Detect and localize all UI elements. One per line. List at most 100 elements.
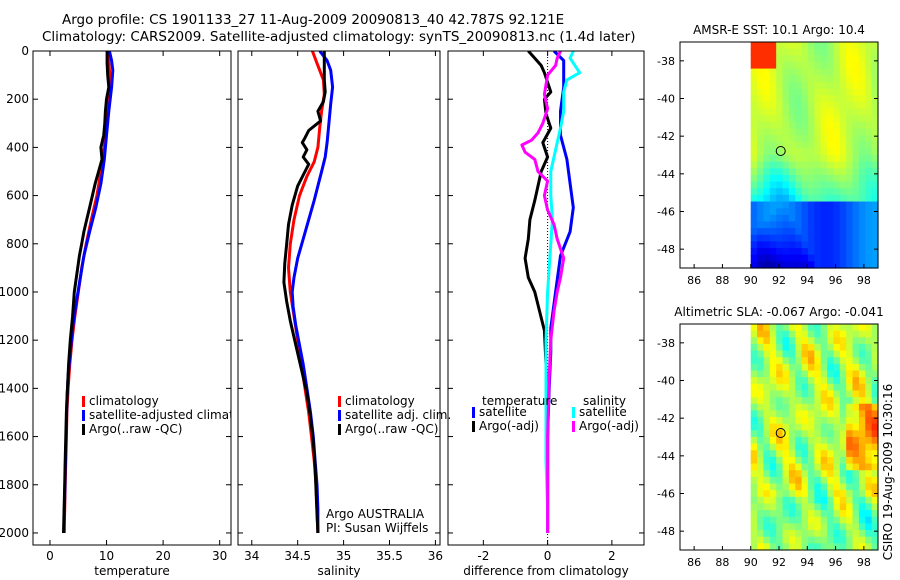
sla_map-cell	[807, 343, 815, 352]
sla_map-cell	[776, 490, 784, 498]
sla_map-cell	[839, 390, 847, 398]
temperature-line-climatology	[62, 51, 112, 534]
sst_map-cell	[871, 248, 879, 256]
sst_map-cell	[769, 75, 777, 83]
sla_map-cell	[814, 370, 822, 378]
sst_map-cell	[839, 148, 847, 156]
sst_map-cell	[763, 234, 771, 243]
sst_map-cell	[871, 55, 879, 63]
sla_map-cell	[776, 443, 784, 451]
difference-line-salinity-argo-adj-	[520, 51, 566, 533]
sla_map-cell	[757, 483, 765, 491]
sla_map-cell	[801, 456, 809, 465]
sla_map-cell	[757, 490, 765, 498]
sst_map-cell	[852, 128, 860, 136]
sst_map-cell	[782, 168, 790, 176]
sla_map-cell	[833, 496, 841, 505]
sla_map-cell	[827, 483, 835, 491]
temperature-ytick-label: 1400	[0, 381, 29, 395]
sla_map-cell	[763, 437, 771, 445]
sla_map-cell	[871, 357, 879, 365]
sla_map-cell	[839, 450, 847, 458]
sst_map-cell	[814, 161, 822, 169]
sla_map-cell	[776, 343, 784, 352]
sla_map-cell	[827, 390, 835, 398]
sst_map-cell	[795, 214, 803, 223]
sst_map-cell	[846, 221, 854, 229]
sla_map-cell	[820, 530, 828, 538]
sst_map-cell	[776, 61, 784, 70]
sst_map-cell	[846, 174, 854, 183]
sst_map-cell	[763, 141, 771, 149]
sst_map-cell	[776, 261, 784, 269]
sst_map-cell	[757, 148, 765, 156]
sst_map-cell	[852, 174, 860, 183]
sst_map-cell	[833, 141, 841, 149]
sla_map-cell	[852, 463, 860, 471]
sst_map-cell	[827, 155, 835, 163]
sla_map-cell	[763, 450, 771, 458]
sst_map-cell	[827, 208, 835, 216]
sst_map-cell	[769, 88, 777, 96]
sst_map-cell	[871, 121, 879, 130]
sla_map-cell	[776, 410, 784, 418]
sla_map-cell	[776, 536, 784, 544]
sst_map-cell	[865, 61, 873, 70]
sla_map-cell	[782, 456, 790, 465]
sla_map-cell	[750, 476, 758, 485]
sla_map-cell	[776, 450, 784, 458]
sla_map-cell	[795, 410, 803, 418]
sla_map-cell	[801, 536, 809, 544]
sla_map-cell	[757, 383, 765, 392]
sst_map-cell	[865, 95, 873, 103]
sst_map-cell	[871, 254, 879, 262]
sst_map-cell	[827, 254, 835, 262]
sla_map-cell	[782, 437, 790, 445]
sst_map-cell	[776, 155, 784, 163]
sst_map-cell	[833, 228, 841, 236]
sst_map-cell	[820, 81, 828, 90]
sla_map-cell	[757, 324, 765, 332]
sst_map-cell	[839, 194, 847, 203]
sla_map-cell	[865, 516, 873, 525]
sst_map-cell	[827, 234, 835, 243]
sla_map-cell	[769, 536, 777, 544]
sla_map-cell	[782, 423, 790, 431]
sst_map-cell	[820, 155, 828, 163]
sst_map-cell	[795, 61, 803, 70]
sst_map-cell	[858, 108, 866, 116]
sla_map-cell	[865, 483, 873, 491]
sla_map-cell	[801, 397, 809, 405]
sst_map-cell	[795, 174, 803, 183]
sst_map-cell	[782, 228, 790, 236]
sla_map-cell	[801, 543, 809, 551]
sla_map-cell	[776, 503, 784, 511]
sla_map-cell	[757, 470, 765, 478]
sst_map-cell	[858, 181, 866, 189]
sst_map-cell	[833, 61, 841, 70]
sst_map-cell	[750, 101, 758, 110]
sla_map-cell	[788, 403, 796, 412]
sla_map-cell	[776, 456, 784, 465]
sla_map-cell	[833, 456, 841, 465]
sst_map-cell	[750, 148, 758, 156]
sla_map-cell	[846, 363, 854, 372]
sla_map-cell	[757, 423, 765, 431]
sla_map-cell	[814, 430, 822, 438]
sst_map-cell	[788, 168, 796, 176]
sst_map-cell	[846, 115, 854, 123]
sla_map-cell	[788, 423, 796, 431]
difference-legend: temperature salinitysatelliteArgo(-adj)sa…	[472, 394, 639, 433]
sla_map-cell	[807, 443, 815, 451]
sst_map-cell	[858, 81, 866, 90]
sla_map-cell	[795, 324, 803, 332]
sst_map-cell	[814, 234, 822, 243]
sst_map-cell	[846, 208, 854, 216]
sst_map-cell	[801, 168, 809, 176]
sst_map-cell	[827, 101, 835, 110]
sla_map-cell	[776, 324, 784, 332]
sla_map-cell	[769, 463, 777, 471]
sla_map-cell	[769, 330, 777, 338]
sla_map-cell	[763, 516, 771, 525]
